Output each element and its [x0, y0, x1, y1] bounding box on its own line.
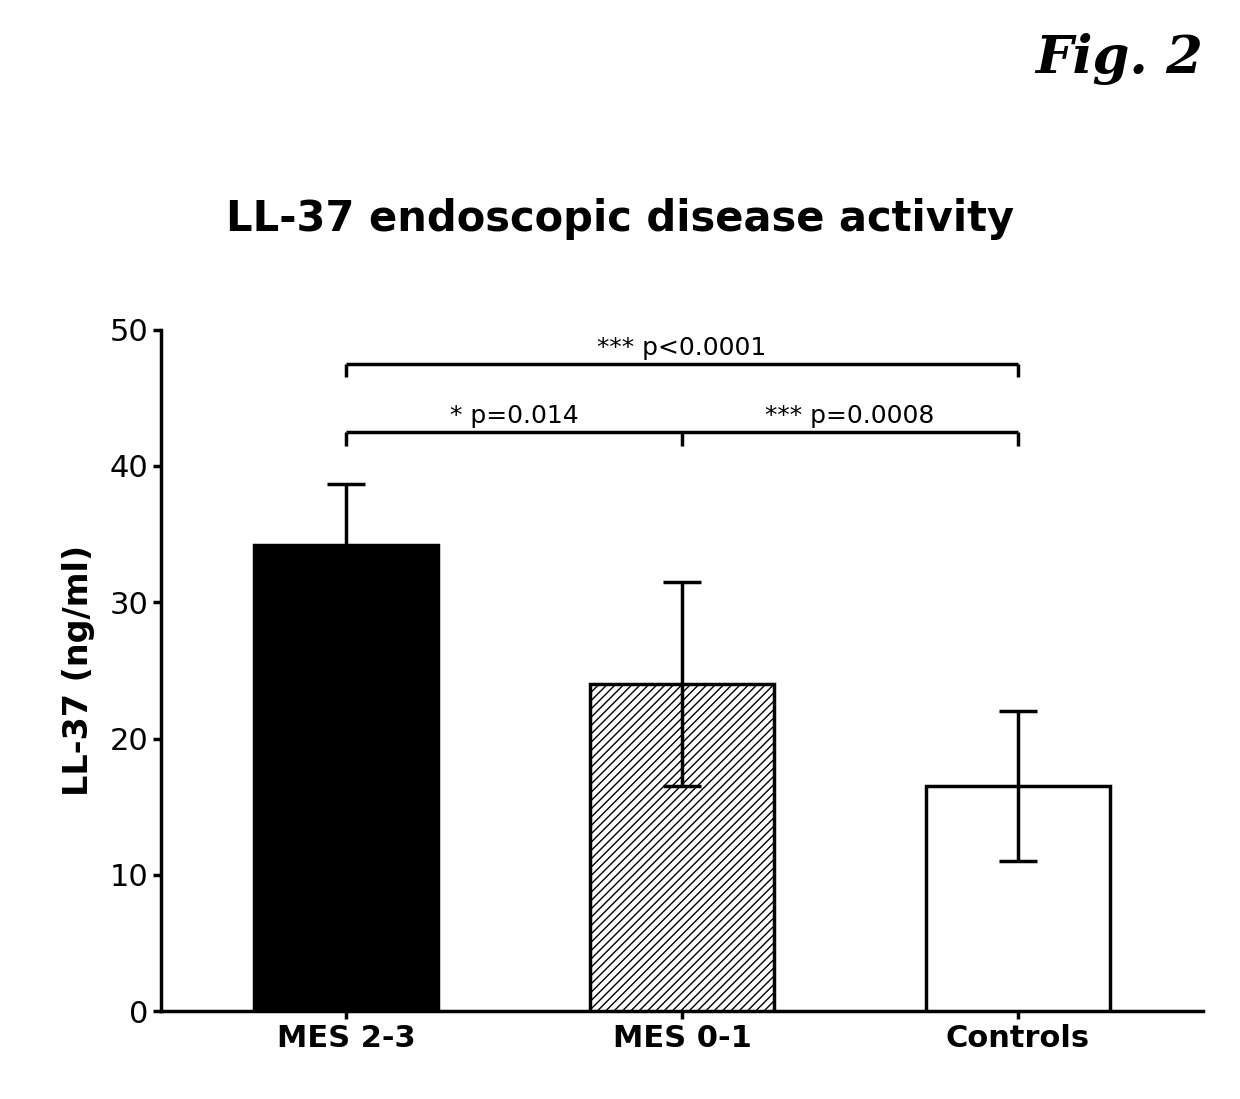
- Text: LL-37 endoscopic disease activity: LL-37 endoscopic disease activity: [226, 198, 1014, 240]
- Bar: [254, 545, 439, 1011]
- Y-axis label: LL-37 (ng/ml): LL-37 (ng/ml): [62, 545, 95, 796]
- Text: *** p=0.0008: *** p=0.0008: [765, 403, 935, 428]
- Bar: [589, 684, 775, 1011]
- Bar: [925, 786, 1110, 1011]
- Text: *** p<0.0001: *** p<0.0001: [598, 335, 766, 359]
- Text: * p=0.014: * p=0.014: [450, 403, 578, 428]
- Text: Fig. 2: Fig. 2: [1035, 33, 1203, 85]
